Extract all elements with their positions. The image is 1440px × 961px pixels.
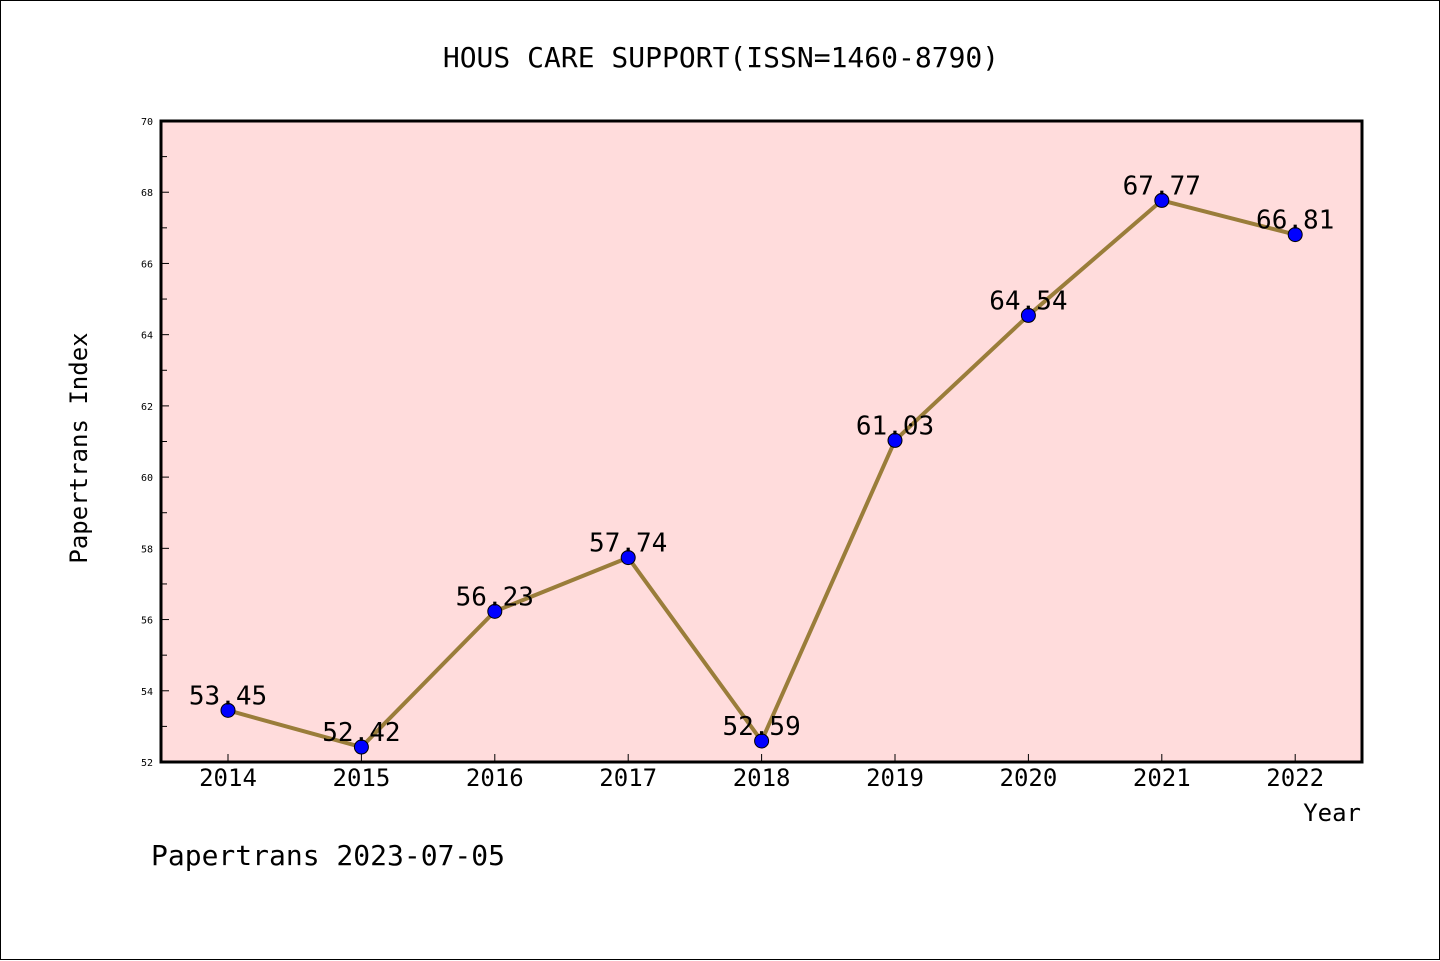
x-axis: 2014 2015 2016 2017 2018 2019 2020 2021 2022 <box>199 754 1324 792</box>
data-labels: 53.45 52.42 56.23 57.74 52.59 61.03 64.54 67.77… <box>189 171 1334 748</box>
data-label: 66.81 <box>1256 206 1334 236</box>
data-point <box>1020 307 1036 323</box>
y-tick-label: 60 <box>141 473 153 484</box>
x-tick-label: 2014 <box>199 764 257 792</box>
x-tick-label: 2021 <box>1133 764 1191 792</box>
y-tick-label: 56 <box>141 616 153 627</box>
data-label: 57.74 <box>589 529 667 559</box>
plot-border <box>159 119 1364 764</box>
x-tick-label: 2019 <box>866 764 924 792</box>
data-point <box>487 603 503 619</box>
y-tick-label: 64 <box>141 331 153 342</box>
series-markers <box>220 192 1303 755</box>
data-label: 61.03 <box>856 411 934 441</box>
data-label: 56.23 <box>456 582 534 612</box>
data-point <box>754 733 770 749</box>
data-point <box>353 739 369 755</box>
data-label: 67.77 <box>1123 171 1201 201</box>
data-point <box>887 432 903 448</box>
x-tick-label: 2017 <box>599 764 657 792</box>
data-point <box>1287 227 1303 243</box>
y-tick-label: 52 <box>141 758 153 769</box>
y-tick-label: 62 <box>141 402 153 413</box>
y-axis-label: Papertrans Index <box>65 332 93 563</box>
y-tick-label: 58 <box>141 544 153 555</box>
data-point <box>220 702 236 718</box>
x-axis-label: Year <box>1303 799 1361 827</box>
data-point <box>1154 192 1170 208</box>
x-tick-label: 2015 <box>333 764 391 792</box>
data-label: 64.54 <box>989 286 1067 316</box>
x-tick-label: 2020 <box>1000 764 1058 792</box>
chart-title: HOUS CARE SUPPORT(ISSN=1460-8790) <box>443 41 999 74</box>
data-point <box>620 550 636 566</box>
data-label: 52.42 <box>322 718 400 748</box>
data-label: 52.59 <box>722 712 800 742</box>
plot-area <box>161 121 1362 762</box>
y-tick-label: 66 <box>141 259 153 270</box>
x-tick-label: 2016 <box>466 764 524 792</box>
y-tick-label: 54 <box>141 687 153 698</box>
x-tick-label: 2018 <box>733 764 791 792</box>
y-tick-label: 70 <box>141 117 153 128</box>
y-tick-label: 68 <box>141 188 153 199</box>
footer-text: Papertrans 2023-07-05 <box>151 839 505 872</box>
x-tick-label: 2022 <box>1266 764 1324 792</box>
data-label: 53.45 <box>189 681 267 711</box>
